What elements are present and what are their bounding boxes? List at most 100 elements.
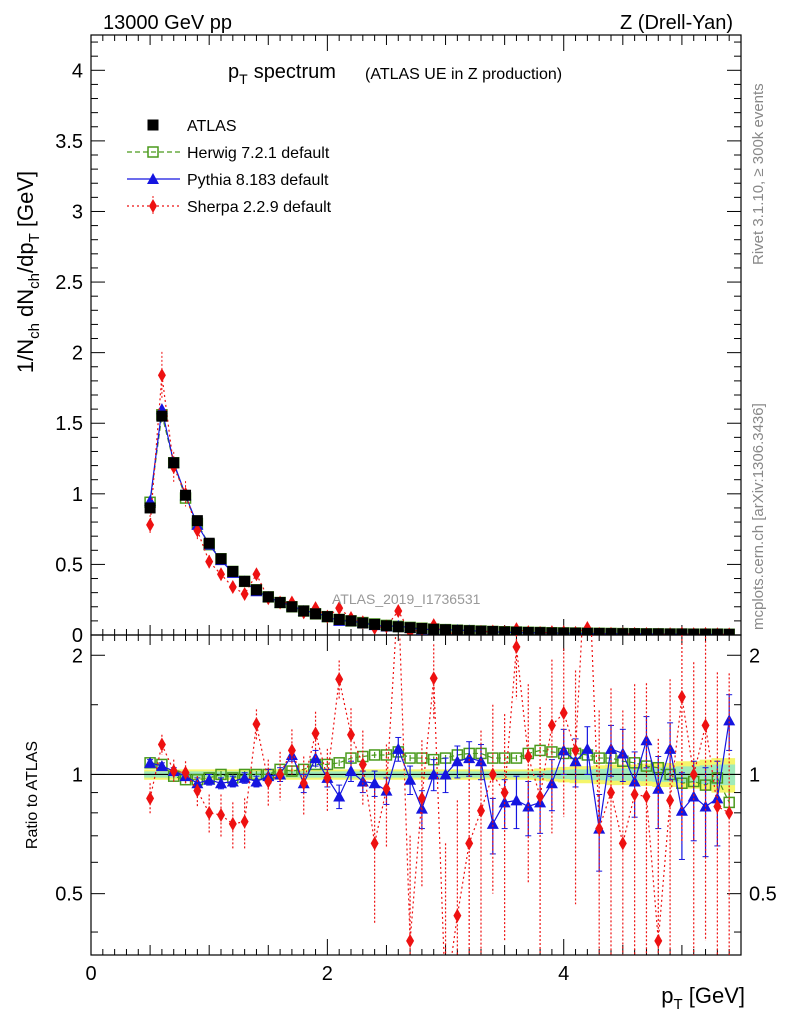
main-point-atlas: [451, 624, 463, 635]
ratio-series-sherpa: [146, 522, 734, 955]
legend-label-herwig: Herwig 7.2.1 default: [187, 145, 330, 162]
ratio-point-sherpa: [595, 821, 604, 836]
x-tick-label: 2: [322, 963, 333, 985]
main-point-sherpa: [228, 580, 237, 594]
ratio-point-pythia: [451, 755, 464, 767]
ratio-point-sherpa: [477, 803, 485, 818]
main-y-tick-label: 3.5: [55, 131, 83, 153]
main-point-atlas: [333, 613, 345, 625]
ratio-point-sherpa: [157, 737, 166, 752]
ratio-point-herwig: [333, 757, 345, 769]
ratio-point-sherpa: [583, 522, 591, 536]
main-y-tick-label: 3: [72, 201, 83, 223]
rivet-version-label: Rivet 3.1.10, ≥ 300k events: [750, 83, 767, 265]
ratio-point-pythia: [463, 752, 476, 764]
ratio-point-sherpa: [547, 718, 556, 733]
ratio-point-pythia: [333, 790, 346, 802]
ratio-point-pythia: [345, 765, 357, 777]
ratio-point-pythia: [392, 742, 405, 754]
main-y-tick-label: 2: [72, 343, 83, 365]
analysis-watermark: ATLAS_2019_I1736531: [332, 591, 481, 607]
ratio-point-sherpa: [417, 791, 426, 806]
x-tick-label: 4: [558, 963, 569, 985]
main-point-atlas: [617, 628, 629, 635]
ratio-point-sherpa: [299, 776, 308, 791]
main-point-atlas: [711, 628, 723, 635]
ratio-point-sherpa: [571, 743, 580, 758]
ratio-point-sherpa: [287, 743, 296, 758]
main-point-atlas: [380, 620, 392, 632]
ratio-point-herwig: [510, 752, 523, 764]
title-subscript: T: [239, 71, 248, 87]
ratio-point-sherpa: [654, 933, 663, 948]
main-point-atlas: [487, 625, 499, 635]
main-point-atlas: [605, 628, 617, 635]
legend-label-pythia: Pythia 8.183 default: [187, 172, 329, 189]
legend-marker-atlas: [147, 119, 159, 131]
ratio-point-sherpa: [559, 705, 568, 720]
main-y-axis-title: 1/Nch dNch/dpT [GeV]: [13, 171, 43, 373]
main-point-atlas: [416, 623, 428, 635]
main-point-atlas: [357, 617, 369, 629]
title-symbol: p: [228, 61, 239, 83]
main-point-atlas: [546, 627, 558, 635]
main-point-atlas: [534, 627, 546, 635]
ratio-point-pythia: [675, 804, 688, 816]
ratio-y-axis-title: Ratio to ATLAS: [24, 741, 41, 849]
main-point-atlas: [321, 611, 333, 623]
ratio-point-sherpa: [689, 767, 698, 782]
ratio-point-pythia: [203, 773, 216, 785]
ratio-point-sherpa: [607, 785, 615, 800]
ratio-point-sherpa: [205, 805, 214, 820]
ratio-point-pythia: [250, 775, 263, 787]
main-point-atlas: [227, 565, 239, 577]
main-point-atlas: [581, 627, 593, 635]
ratio-point-sherpa: [630, 787, 639, 802]
plot-title: pT spectrum: [228, 61, 336, 87]
plot-title-note: (ATLAS UE in Z production): [365, 66, 562, 83]
main-point-atlas: [499, 626, 511, 635]
main-point-atlas: [345, 615, 357, 627]
ratio-point-pythia: [404, 773, 417, 785]
ratio-point-sherpa: [276, 767, 285, 782]
ratio-point-sherpa: [406, 933, 415, 948]
main-point-atlas: [676, 628, 688, 635]
main-point-sherpa: [394, 604, 403, 618]
ratio-point-pythia: [581, 742, 594, 754]
x-tick-label: 0: [85, 963, 96, 985]
ratio-point-sherpa: [264, 774, 273, 789]
ratio-point-sherpa: [465, 836, 474, 851]
ratio-panel: 0 2 40.5 0.51 12 2: [55, 522, 777, 985]
main-point-atlas: [475, 625, 487, 635]
ratio-y-tick-label: 0.5: [55, 884, 83, 906]
main-point-atlas: [144, 502, 156, 514]
ratio-point-pythia: [155, 760, 168, 772]
main-point-atlas: [688, 628, 700, 635]
main-y-tick-label: 0: [72, 625, 83, 647]
ratio-line-sherpa: [149, 635, 730, 955]
main-point-atlas: [404, 622, 416, 634]
main-y-tick-label: 1: [72, 484, 83, 506]
ratio-point-pythia: [215, 777, 227, 789]
ratio-point-sherpa: [536, 789, 545, 804]
main-y-tick-label: 1.5: [55, 413, 83, 435]
process-label: Z (Drell-Yan): [620, 12, 733, 34]
ratio-point-sherpa: [701, 718, 710, 733]
main-point-atlas: [168, 457, 180, 469]
main-point-atlas: [215, 553, 227, 565]
ratio-y-tick-label: 2: [72, 645, 83, 667]
main-point-sherpa: [240, 587, 249, 602]
x-axis-title: pT [GeV]: [661, 983, 745, 1013]
main-point-atlas: [593, 627, 605, 635]
ratio-point-pythia: [144, 756, 157, 768]
ratio-point-pythia: [439, 768, 452, 780]
main-panel: 0 0.5 1 1.5 2 2.5 3 3.5 4: [55, 34, 742, 647]
ratio-point-sherpa: [347, 727, 355, 742]
mcplots-reference-label: mcplots.cern.ch [arXiv:1306.3436]: [750, 403, 767, 630]
main-point-atlas: [250, 584, 262, 596]
ratio-point-sherpa: [217, 807, 225, 822]
main-y-tick-label: 0.5: [55, 554, 83, 576]
main-point-atlas: [440, 624, 452, 635]
main-point-atlas: [428, 623, 440, 635]
